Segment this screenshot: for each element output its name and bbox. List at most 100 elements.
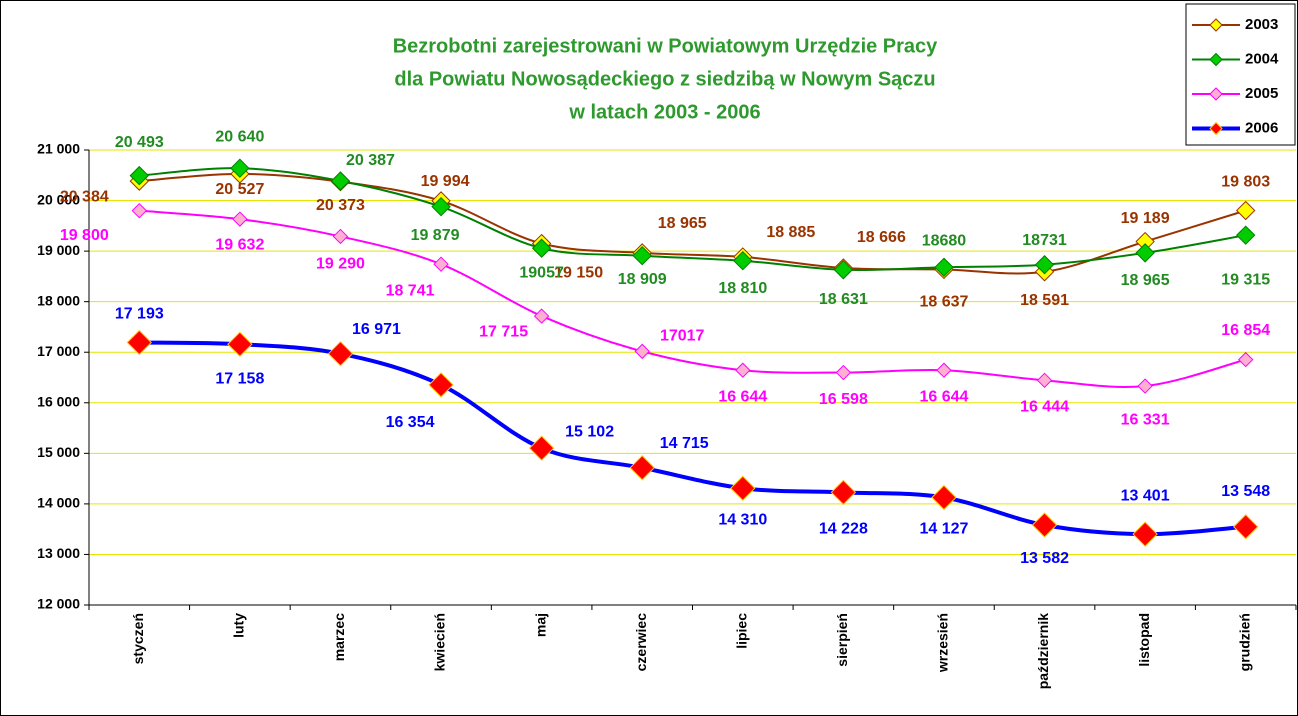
data-point	[833, 260, 854, 280]
value-label: 19057	[519, 264, 564, 281]
legend-marker	[1209, 87, 1223, 101]
y-tick-label: 12 000	[37, 596, 80, 612]
value-label: 16 971	[352, 321, 401, 338]
data-point	[931, 484, 957, 511]
value-label: 15 102	[565, 423, 614, 440]
data-point	[835, 364, 852, 381]
series-line	[139, 209, 1246, 389]
x-tick-label: maj	[532, 613, 548, 637]
series-line	[139, 167, 1246, 272]
value-label: 20 373	[316, 197, 365, 214]
value-label: 14 228	[819, 521, 868, 538]
y-tick-label: 19 000	[37, 242, 80, 258]
x-tick-label: listopad	[1136, 613, 1152, 667]
value-label: 18731	[1022, 232, 1067, 249]
y-tick-label: 20 000	[37, 191, 80, 207]
data-point	[428, 372, 454, 398]
value-label: 14 715	[660, 435, 709, 452]
value-label: 18 637	[919, 294, 968, 311]
data-point	[332, 228, 349, 245]
x-tick-label: grudzień	[1236, 613, 1252, 671]
value-label: 16 644	[919, 388, 968, 405]
x-tick-label: kwiecień	[432, 613, 448, 671]
value-label: 18 885	[766, 224, 815, 241]
legend-label: 2004	[1245, 50, 1279, 67]
legend-box	[1185, 3, 1296, 146]
y-tick-label: 16 000	[37, 393, 80, 409]
x-tick-label: sierpień	[834, 613, 850, 667]
value-label: 18 909	[618, 271, 667, 288]
value-label: 19 994	[421, 173, 470, 190]
x-tick-label: luty	[231, 613, 247, 638]
data-point	[431, 196, 451, 217]
value-label: 16 331	[1121, 411, 1170, 428]
value-label: 19 189	[1121, 210, 1170, 227]
data-point	[433, 256, 449, 272]
value-label: 13 582	[1020, 550, 1069, 567]
legend-marker	[1209, 18, 1223, 32]
value-label: 18 965	[658, 215, 707, 232]
x-tick-label: czerwiec	[633, 613, 649, 672]
data-point	[227, 331, 253, 357]
value-label: 20 384	[60, 188, 109, 205]
value-label: 16 354	[386, 414, 435, 431]
data-point	[634, 343, 650, 360]
data-point	[1236, 200, 1256, 221]
data-point	[830, 479, 857, 506]
chart-title: dla Powiatu Nowosądeckiego z siedzibą w …	[394, 68, 935, 90]
value-label: 16 598	[819, 391, 868, 408]
x-tick-label: marzec	[331, 613, 347, 661]
value-label: 19 803	[1221, 174, 1270, 191]
data-point	[1031, 512, 1058, 538]
value-label: 16 854	[1221, 322, 1270, 339]
legend-label: 2005	[1245, 85, 1278, 102]
data-point	[126, 329, 152, 356]
data-point	[735, 362, 751, 378]
series-line	[139, 172, 1247, 275]
data-point	[1132, 521, 1158, 547]
legend-marker	[1209, 52, 1223, 67]
data-point	[730, 475, 756, 501]
value-label: 13 548	[1221, 483, 1270, 500]
x-tick-label: wrzesień	[935, 613, 951, 673]
data-point	[528, 435, 555, 461]
data-point	[1238, 351, 1254, 368]
value-label: 13 401	[1121, 487, 1170, 504]
value-label: 20 387	[346, 152, 395, 169]
data-point	[629, 455, 655, 481]
chart-title: Bezrobotni zarejestrowani w Powiatowym U…	[393, 35, 938, 57]
value-label: 20 493	[115, 134, 164, 151]
value-label: 19 290	[316, 256, 365, 273]
value-label: 18 810	[718, 280, 767, 297]
value-label: 17 158	[215, 370, 264, 387]
data-point	[632, 246, 652, 266]
data-point	[1036, 372, 1053, 389]
y-tick-label: 17 000	[37, 343, 80, 359]
legend-label: 2003	[1245, 16, 1278, 33]
value-label: 18 666	[857, 229, 906, 246]
value-label: 18680	[922, 233, 967, 250]
chart-title: w latach 2003 - 2006	[568, 101, 760, 123]
data-point	[934, 257, 954, 277]
y-tick-label: 18 000	[37, 292, 80, 308]
value-label: 17017	[660, 328, 705, 345]
value-label: 18 591	[1020, 292, 1069, 309]
data-point	[1233, 514, 1259, 540]
data-point	[232, 211, 248, 227]
data-point	[330, 171, 351, 191]
data-point	[936, 362, 952, 378]
data-point	[733, 251, 753, 271]
y-tick-label: 13 000	[37, 545, 80, 561]
legend-label: 2006	[1245, 119, 1278, 136]
value-label: 16 644	[718, 388, 767, 405]
x-tick-label: styczeń	[130, 613, 146, 664]
value-label: 14 127	[919, 521, 968, 538]
legend-marker	[1209, 121, 1223, 136]
value-label: 19 800	[60, 227, 109, 244]
data-point	[1137, 378, 1153, 394]
data-point	[1236, 225, 1256, 245]
data-point	[131, 202, 147, 219]
data-point	[129, 165, 149, 186]
